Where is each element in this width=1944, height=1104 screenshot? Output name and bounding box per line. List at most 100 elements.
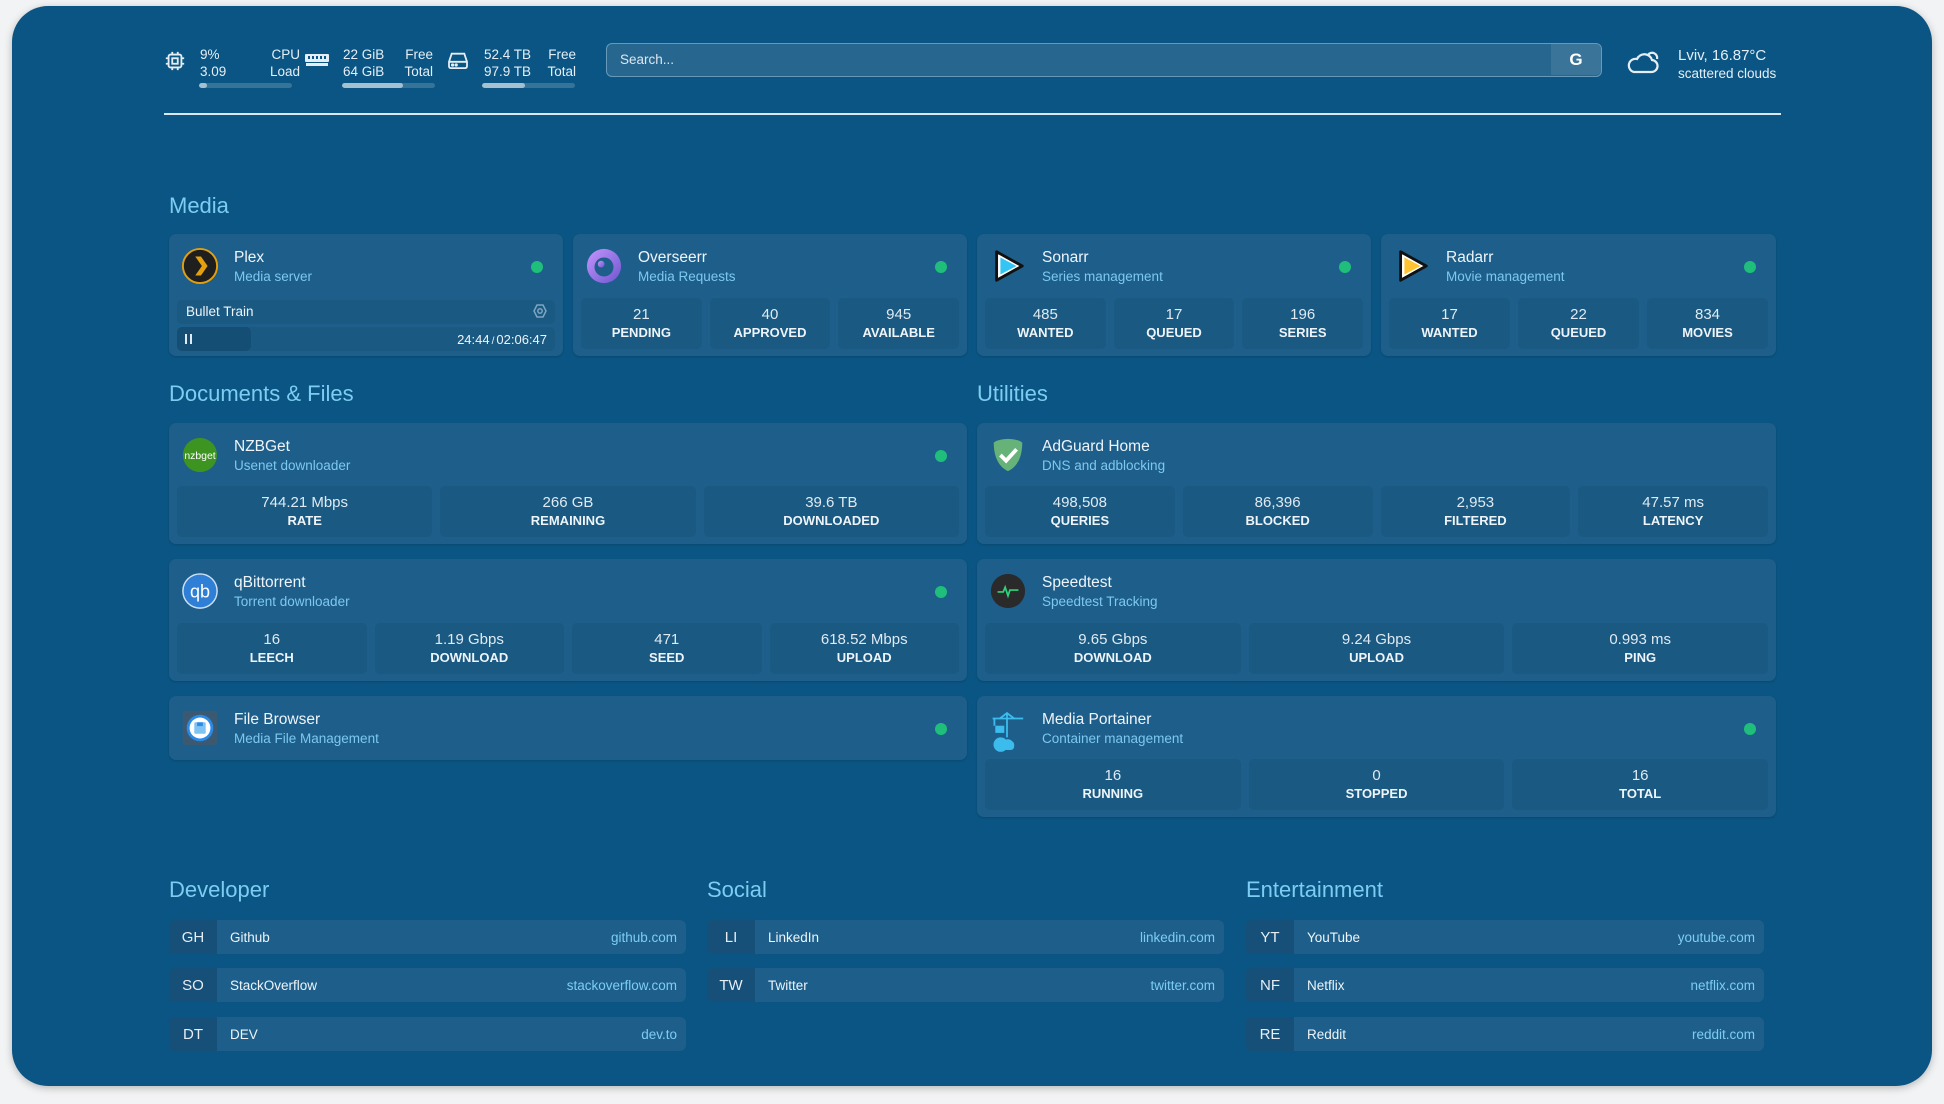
bookmark-stackoverflow[interactable]: SO StackOverflow stackoverflow.com (169, 968, 686, 1002)
stat-value: 16 (263, 631, 281, 648)
bookmark-url[interactable]: stackoverflow.com (566, 977, 677, 993)
bookmark-url[interactable]: youtube.com (1677, 929, 1755, 945)
stat-value: 22 (1570, 306, 1587, 323)
service-card-overseerr[interactable]: Overseerr Media Requests 21 PENDING 40 APPROV… (573, 234, 967, 356)
stat-value: 16 (1104, 767, 1122, 784)
stat-block: 39.6 TB DOWNLOADED (703, 486, 959, 537)
search-box: G (606, 43, 1602, 77)
now-playing-title: Bullet Train (186, 304, 254, 319)
status-indicator (1744, 723, 1756, 735)
stat-block: 1.19 Gbps DOWNLOAD (374, 623, 564, 674)
bookmark-reddit[interactable]: RE Reddit reddit.com (1246, 1017, 1764, 1051)
service-card-plex[interactable]: Plex Media server Bullet Train 24:44/02:06:… (169, 234, 563, 356)
service-stats: 9.65 Gbps DOWNLOAD 9.24 Gbps UPLOAD 0.993 ms… (985, 623, 1769, 674)
stat-label: QUERIES (1050, 513, 1110, 528)
service-card-adguard[interactable]: AdGuard Home DNS and adblocking 498,508 QUE… (977, 423, 1776, 544)
stat-value: 1.19 Gbps (434, 631, 504, 648)
stat-label: WANTED (1017, 325, 1074, 340)
bookmark-abbr: DT (169, 1017, 217, 1051)
stat-value: 744.21 Mbps (261, 494, 349, 511)
cpu-label: CPU (271, 47, 300, 62)
stat-value: 266 GB (542, 494, 594, 511)
stat-value: 9.65 Gbps (1078, 631, 1148, 648)
pause-icon[interactable] (185, 334, 192, 344)
bookmark-twitter[interactable]: TW Twitter twitter.com (707, 968, 1224, 1002)
stat-label: PING (1624, 650, 1657, 665)
stat-block: 21 PENDING (581, 298, 702, 349)
stat-block: 9.24 Gbps UPLOAD (1248, 623, 1505, 674)
service-subtitle: DNS and adblocking (1042, 458, 1166, 473)
stat-value: 498,508 (1052, 494, 1107, 511)
cpu-usage-bar (199, 83, 292, 88)
stat-label: TOTAL (1619, 786, 1662, 801)
stat-block: 834 MOVIES (1647, 298, 1768, 349)
bookmark-url[interactable]: github.com (610, 929, 677, 945)
bookmark-dev[interactable]: DT DEV dev.to (169, 1017, 686, 1051)
service-card-sonarr[interactable]: Sonarr Series management 485 WANTED 17 QUEUED… (977, 234, 1371, 356)
playback-progress[interactable] (177, 327, 251, 351)
stat-value: 2,953 (1456, 494, 1495, 511)
memory-total: 64 GiB (343, 64, 385, 79)
stat-value: 47.57 ms (1642, 494, 1704, 511)
bar-fill (482, 83, 525, 88)
stat-value: 17 (1165, 306, 1183, 323)
stat-label: PENDING (611, 325, 671, 340)
stat-block: 16 TOTAL (1512, 759, 1769, 810)
service-title: qBittorrent (234, 574, 306, 591)
plex-icon (181, 247, 219, 285)
stat-label: APPROVED (733, 325, 807, 340)
weather-location-temp: Lviv, 16.87°C (1678, 47, 1767, 64)
radarr-icon (1393, 247, 1431, 285)
stat-label: RUNNING (1082, 786, 1144, 801)
search-provider-button[interactable]: G (1551, 44, 1601, 75)
stat-value: 0.993 ms (1609, 631, 1672, 648)
bookmark-url[interactable]: netflix.com (1690, 977, 1755, 993)
load-label: Load (269, 64, 300, 79)
bookmark-url[interactable]: dev.to (641, 1026, 677, 1042)
section-heading-entertainment: Entertainment (1246, 877, 1383, 902)
stat-block: 945 AVAILABLE (838, 298, 960, 349)
cpu-usage: 9% (200, 47, 220, 62)
service-card-radarr[interactable]: Radarr Movie management 17 WANTED 22 QUEUED 83… (1381, 234, 1776, 356)
bar-fill (199, 83, 208, 88)
bookmark-abbr: LI (707, 920, 755, 954)
stat-label: DOWNLOADED (783, 513, 880, 528)
bookmark-youtube[interactable]: YT YouTube youtube.com (1246, 920, 1764, 954)
search-input[interactable] (607, 44, 1542, 75)
svg-text:qb: qb (190, 582, 210, 602)
bookmark-url[interactable]: linkedin.com (1139, 929, 1215, 945)
bookmark-name: LinkedIn (768, 929, 820, 945)
service-card-filebrowser[interactable]: File Browser Media File Management (169, 696, 967, 760)
bookmark-linkedin[interactable]: LI LinkedIn linkedin.com (707, 920, 1224, 954)
stat-value: 21 (632, 306, 650, 323)
bookmark-name: YouTube (1307, 929, 1361, 945)
stat-label: FILTERED (1444, 513, 1507, 528)
status-indicator (531, 261, 543, 273)
hard-drive-icon (448, 52, 468, 69)
cloud-icon (1627, 51, 1659, 74)
service-subtitle: Series management (1042, 269, 1163, 284)
bookmark-github[interactable]: GH Github github.com (169, 920, 686, 954)
now-playing-progress-row: 24:44/02:06:47 (177, 327, 555, 351)
file-browser-icon (181, 709, 219, 747)
service-card-portainer[interactable]: Media Portainer Container management 16 RUN… (977, 696, 1776, 817)
stat-value: 86,396 (1254, 494, 1301, 511)
settings-icon[interactable] (533, 304, 547, 323)
section-heading-media: Media (169, 193, 229, 218)
bookmark-netflix[interactable]: NF Netflix netflix.com (1246, 968, 1764, 1002)
stat-label: QUEUED (1146, 325, 1202, 340)
bookmark-url[interactable]: reddit.com (1691, 1026, 1755, 1042)
service-title: Speedtest (1042, 574, 1112, 591)
bookmark-abbr: NF (1246, 968, 1294, 1002)
section-heading-social: Social (707, 877, 767, 902)
service-card-nzbget[interactable]: nzbget NZBGet Usenet downloader 744.21 Mbps… (169, 423, 967, 544)
stat-value: 196 (1290, 306, 1316, 323)
bookmark-url[interactable]: twitter.com (1150, 977, 1215, 993)
stat-label: REMAINING (530, 513, 606, 528)
service-card-speedtest[interactable]: Speedtest Speedtest Tracking 9.65 Gbps DOWN… (977, 559, 1776, 681)
bookmark-abbr: TW (707, 968, 755, 1002)
bookmark-abbr: YT (1246, 920, 1294, 954)
stat-block: 266 GB REMAINING (440, 486, 696, 537)
playback-duration: 02:06:47 (496, 332, 547, 347)
service-card-qbittorrent[interactable]: qb qBittorrent Torrent downloader 16 LEECH 1.… (169, 559, 967, 681)
